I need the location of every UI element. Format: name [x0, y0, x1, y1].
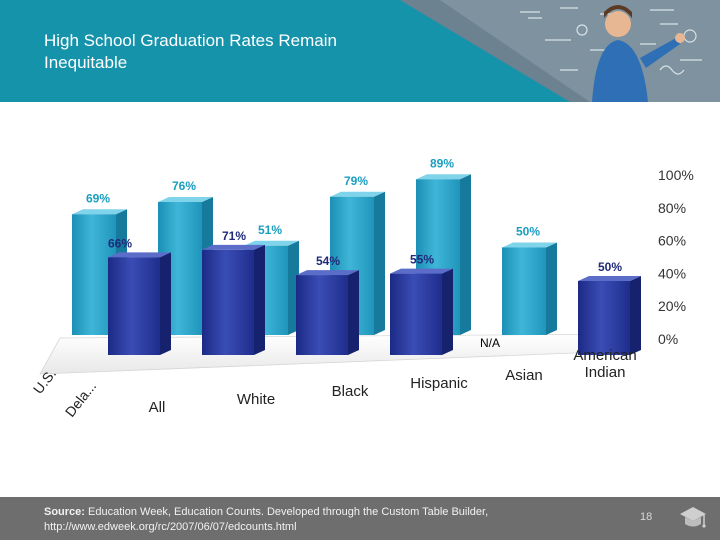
data-label-dela-black: 54%: [316, 254, 340, 268]
category-label-all: All: [149, 399, 166, 416]
bar-us-american-indian: [502, 242, 557, 335]
source-url: http://www.edweek.org/rc/2007/06/07/edco…: [44, 521, 297, 533]
category-label-hispanic: Hispanic: [410, 375, 468, 392]
data-label-dela-all: 66%: [108, 236, 132, 250]
y-tick-label: 80%: [658, 200, 686, 216]
header-banner: High School Graduation Rates Remain Ineq…: [0, 0, 720, 102]
y-tick-label: 0%: [658, 331, 678, 347]
footer-bar: Source: Education Week, Education Counts…: [0, 497, 720, 540]
category-label-asian: Asian: [505, 367, 543, 384]
category-label-black: Black: [332, 383, 369, 400]
data-label-us-american-indian: 50%: [516, 225, 540, 239]
data-label-dela-hispanic: 55%: [410, 253, 434, 267]
bar-dela-american-indian: [578, 276, 641, 355]
source-note: Source: Education Week, Education Counts…: [44, 505, 604, 535]
data-label-us-all: 69%: [86, 191, 110, 205]
y-tick-label: 100%: [658, 167, 694, 183]
data-label-dela-white: 71%: [222, 229, 246, 243]
series-label-dela: Dela...: [62, 378, 100, 420]
value-axis: 0% 20% 40% 60% 80% 100%: [658, 167, 694, 347]
data-label-dela-american-indian: 50%: [598, 260, 622, 274]
graduation-rate-chart: 0% 20% 40% 60% 80% 100% 69% 76% 51% 79% 89% 50% 66%…: [30, 156, 694, 420]
bar-dela-all: [108, 252, 171, 355]
bar-dela-white: [202, 244, 265, 355]
source-text: Education Week, Education Counts. Develo…: [88, 506, 489, 518]
data-label-us-hispanic: 79%: [344, 174, 368, 188]
data-labels: 69% 76% 51% 79% 89% 50% 66% 71% 54% 55% N/A 50%: [86, 156, 622, 350]
y-tick-label: 20%: [658, 298, 686, 314]
category-axis: All White Black Hispanic Asian American Indian…: [30, 347, 637, 420]
teacher-photo-image: [400, 0, 720, 102]
y-tick-label: 60%: [658, 233, 686, 249]
graduation-cap-icon: [680, 507, 706, 528]
data-label-us-black: 51%: [258, 223, 282, 237]
bar-dela-hispanic: [390, 268, 453, 355]
data-label-us-white: 76%: [172, 179, 196, 193]
category-label-white: White: [237, 391, 275, 408]
source-label: Source:: [44, 506, 85, 518]
series-delaware: [108, 244, 641, 355]
bar-dela-black: [296, 270, 359, 355]
y-tick-label: 40%: [658, 265, 686, 281]
slide-title: High School Graduation Rates Remain Ineq…: [44, 31, 337, 72]
data-label-dela-asian: N/A: [480, 336, 500, 350]
page-number: 18: [640, 511, 653, 523]
data-label-us-asian: 89%: [430, 156, 454, 170]
category-label-american-indian: American Indian: [573, 347, 636, 381]
